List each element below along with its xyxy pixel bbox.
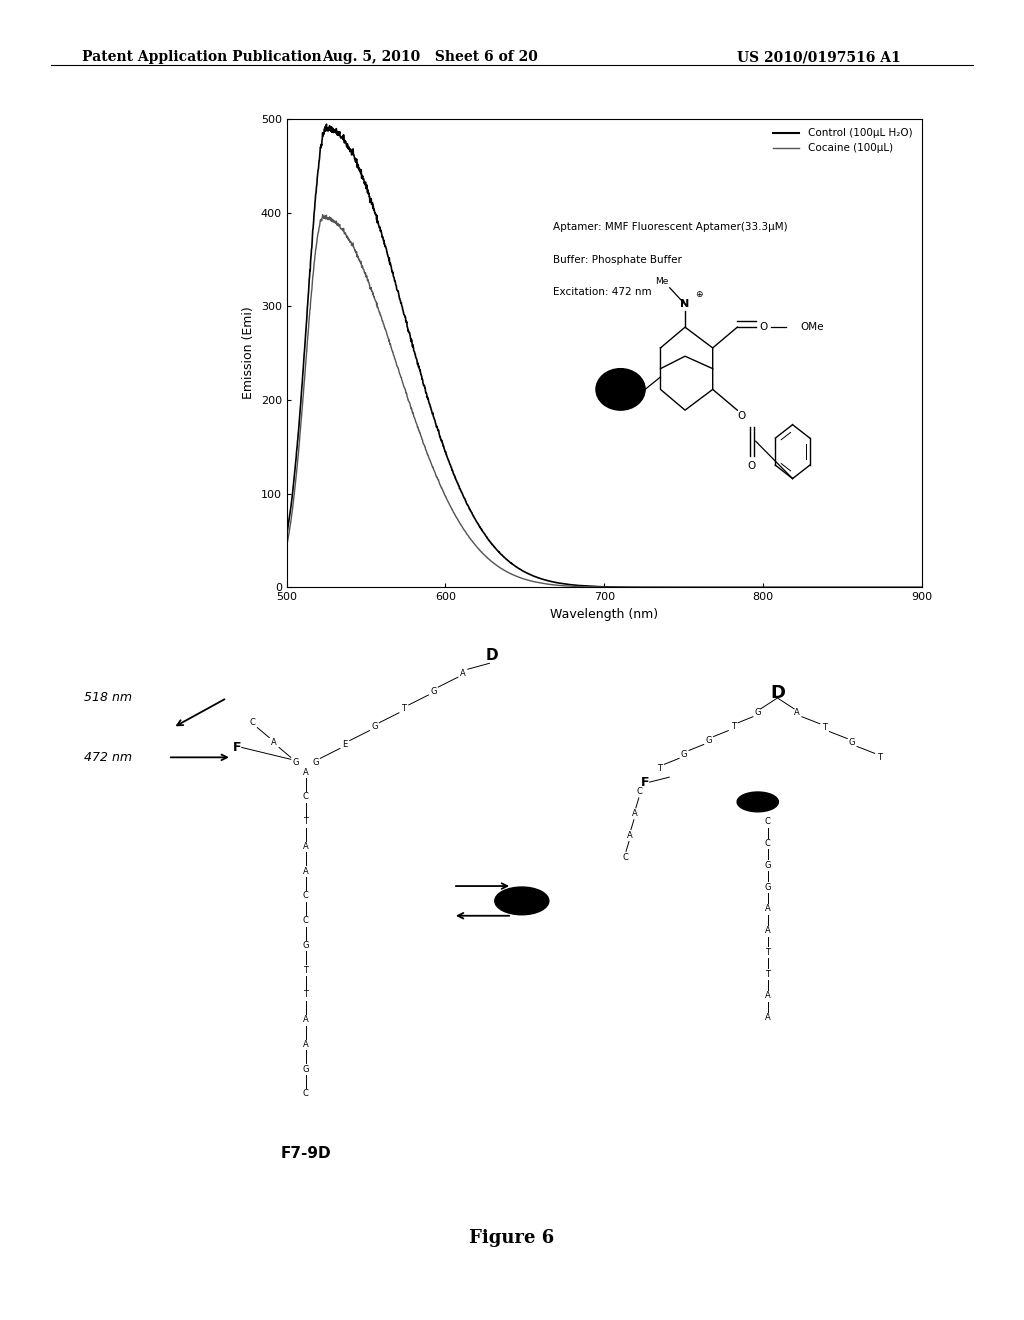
- Text: G: G: [371, 722, 378, 731]
- Text: O: O: [737, 412, 746, 421]
- Text: A: A: [627, 832, 633, 840]
- Text: Buffer: Phosphate Buffer: Buffer: Phosphate Buffer: [553, 255, 682, 265]
- Text: T: T: [731, 722, 735, 731]
- Text: F: F: [640, 776, 649, 788]
- Text: G: G: [764, 883, 771, 891]
- Control (100μL H₂O): [321, 116, 333, 132]
- Control (100μL H₂O): [281, 527, 293, 543]
- Text: 518 nm: 518 nm: [84, 692, 132, 705]
- Text: Patent Application Publication: Patent Application Publication: [82, 50, 322, 65]
- Text: A: A: [303, 768, 308, 776]
- Line: Cocaine (100μL): Cocaine (100μL): [287, 215, 922, 587]
- Text: A: A: [303, 1040, 308, 1049]
- Text: D: D: [770, 684, 785, 702]
- Text: Aug. 5, 2010   Sheet 6 of 20: Aug. 5, 2010 Sheet 6 of 20: [323, 50, 538, 65]
- Text: T: T: [401, 705, 407, 713]
- Text: A: A: [460, 669, 466, 677]
- Text: C: C: [623, 853, 628, 862]
- Text: T: T: [878, 752, 882, 762]
- Text: A: A: [765, 991, 770, 1001]
- Text: C: C: [637, 788, 643, 796]
- Text: Excitation: 472 nm: Excitation: 472 nm: [553, 288, 652, 297]
- Control (100μL H₂O): [313, 153, 326, 169]
- Text: T: T: [303, 966, 308, 974]
- Ellipse shape: [596, 368, 645, 411]
- Text: C: C: [765, 840, 770, 847]
- Text: A: A: [795, 709, 800, 717]
- Text: G: G: [302, 1065, 309, 1073]
- Text: C: C: [765, 817, 770, 826]
- Text: T: T: [303, 990, 308, 999]
- Cocaine (100μL): [572, 578, 585, 594]
- Control (100μL H₂O): [590, 578, 602, 594]
- Text: 472 nm: 472 nm: [84, 751, 132, 764]
- Text: A: A: [765, 927, 770, 935]
- Text: $\oplus$: $\oplus$: [694, 289, 703, 300]
- Cocaine (100μL): [915, 579, 928, 595]
- Text: D: D: [486, 648, 499, 663]
- Control (100μL H₂O): [915, 579, 928, 595]
- Cocaine (100μL): [316, 207, 329, 223]
- Text: Me: Me: [655, 277, 669, 286]
- Control (100μL H₂O): [897, 579, 909, 595]
- Text: G: G: [681, 750, 687, 759]
- Cocaine (100μL): [897, 579, 909, 595]
- Text: Aptamer: MMF Fluorescent Aptamer(33.3μM): Aptamer: MMF Fluorescent Aptamer(33.3μM): [553, 222, 788, 232]
- Control (100μL H₂O): [897, 579, 909, 595]
- Control (100μL H₂O): [780, 579, 793, 595]
- Legend: Control (100μL H₂O), Cocaine (100μL): Control (100μL H₂O), Cocaine (100μL): [769, 124, 916, 157]
- Text: F: F: [232, 741, 241, 754]
- Y-axis label: Emission (Emi): Emission (Emi): [243, 306, 255, 400]
- Text: T: T: [765, 948, 770, 957]
- Text: A: A: [632, 809, 638, 818]
- Text: A: A: [765, 1014, 770, 1022]
- X-axis label: Wavelength (nm): Wavelength (nm): [550, 607, 658, 620]
- Ellipse shape: [495, 887, 549, 915]
- Text: T: T: [822, 723, 827, 733]
- Text: A: A: [303, 1015, 308, 1024]
- Text: C: C: [303, 916, 308, 925]
- Text: A: A: [271, 738, 276, 747]
- Text: O: O: [748, 461, 756, 471]
- Text: F7-9D: F7-9D: [281, 1146, 331, 1160]
- Line: Control (100μL H₂O): Control (100μL H₂O): [287, 124, 922, 587]
- Text: US 2010/0197516 A1: US 2010/0197516 A1: [737, 50, 901, 65]
- Ellipse shape: [737, 792, 778, 812]
- Text: C: C: [250, 718, 255, 727]
- Text: C: C: [303, 1089, 308, 1098]
- Text: A: A: [765, 904, 770, 913]
- Text: G: G: [849, 738, 855, 747]
- Cocaine (100μL): [590, 579, 602, 595]
- Text: Figure 6: Figure 6: [469, 1229, 555, 1247]
- Text: G: G: [430, 686, 436, 696]
- Text: OMe: OMe: [800, 322, 823, 333]
- Cocaine (100μL): [780, 579, 793, 595]
- Text: E: E: [342, 741, 347, 748]
- Text: G: G: [312, 758, 318, 767]
- Text: G: G: [302, 941, 309, 950]
- Text: G: G: [764, 861, 771, 870]
- Text: G: G: [293, 758, 299, 767]
- Text: A: A: [303, 867, 308, 875]
- Text: T: T: [657, 764, 662, 772]
- Text: O: O: [759, 322, 768, 333]
- Text: G: G: [755, 709, 761, 717]
- Cocaine (100μL): [281, 537, 293, 553]
- Text: T: T: [303, 817, 308, 826]
- Cocaine (100μL): [897, 579, 909, 595]
- Text: A: A: [303, 842, 308, 851]
- Control (100μL H₂O): [572, 578, 585, 594]
- Text: N: N: [680, 300, 690, 309]
- Text: T: T: [765, 970, 770, 978]
- Cocaine (100μL): [313, 219, 326, 235]
- Text: G: G: [706, 737, 712, 744]
- Text: C: C: [303, 792, 308, 801]
- Text: C: C: [303, 891, 308, 900]
